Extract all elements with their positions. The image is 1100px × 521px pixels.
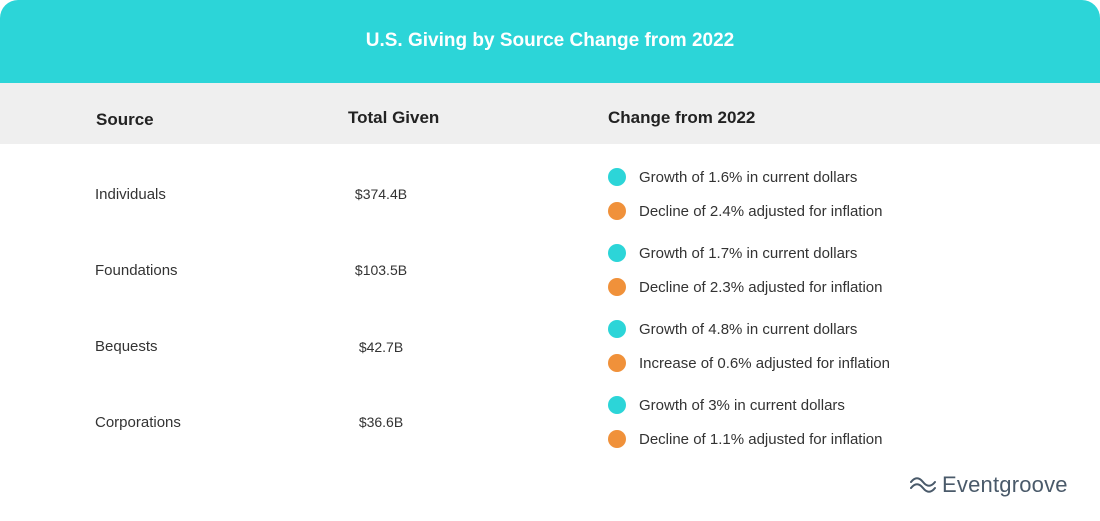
- table-row: Foundations $103.5B Growth of 1.7% in cu…: [0, 242, 1100, 318]
- inflation-dot-icon: [608, 430, 626, 448]
- column-header-change: Change from 2022: [608, 108, 756, 127]
- change-text: Growth of 4.8% in current dollars: [639, 320, 858, 338]
- change-item-inflation: Decline of 1.1% adjusted for inflation: [608, 430, 882, 448]
- total-cell: $374.4B: [354, 186, 408, 202]
- inflation-dot-icon: [608, 278, 626, 296]
- inflation-dot-icon: [608, 354, 626, 372]
- header-band: U.S. Giving by Source Change from 2022: [0, 0, 1100, 83]
- inflation-dot-icon: [608, 202, 626, 220]
- total-cell: $42.7B: [358, 339, 404, 355]
- change-text: Decline of 2.3% adjusted for inflation: [639, 278, 883, 296]
- source-cell: Corporations: [95, 414, 181, 431]
- growth-dot-icon: [608, 396, 626, 414]
- total-cell: $103.5B: [354, 262, 408, 278]
- change-text: Growth of 1.7% in current dollars: [639, 244, 858, 262]
- growth-dot-icon: [608, 168, 626, 186]
- source-cell: Foundations: [95, 262, 178, 279]
- change-item-growth: Growth of 3% in current dollars: [608, 396, 845, 414]
- change-item-growth: Growth of 1.6% in current dollars: [608, 168, 857, 186]
- column-header-row: Source Total Given Change from 2022: [0, 83, 1100, 144]
- table-row: Individuals $374.4B Growth of 1.6% in cu…: [0, 166, 1100, 242]
- change-item-inflation: Increase of 0.6% adjusted for inflation: [608, 354, 890, 372]
- source-cell: Bequests: [95, 338, 158, 355]
- change-text: Growth of 3% in current dollars: [639, 396, 845, 414]
- change-item-growth: Growth of 1.7% in current dollars: [608, 244, 857, 262]
- change-text: Increase of 0.6% adjusted for inflation: [639, 354, 890, 372]
- table-row: Corporations $36.6B Growth of 3% in curr…: [0, 394, 1100, 470]
- total-cell: $36.6B: [358, 414, 404, 430]
- growth-dot-icon: [608, 320, 626, 338]
- wave-logo-icon: [910, 477, 936, 493]
- column-header-total-given: Total Given: [348, 108, 440, 127]
- column-header-source: Source: [96, 110, 154, 129]
- change-item-growth: Growth of 4.8% in current dollars: [608, 320, 857, 338]
- source-cell: Individuals: [95, 186, 166, 203]
- change-item-inflation: Decline of 2.3% adjusted for inflation: [608, 278, 882, 296]
- change-text: Growth of 1.6% in current dollars: [639, 168, 858, 186]
- change-text: Decline of 2.4% adjusted for inflation: [639, 202, 883, 220]
- change-item-inflation: Decline of 2.4% adjusted for inflation: [608, 202, 882, 220]
- table-row: Bequests $42.7B Growth of 4.8% in curren…: [0, 318, 1100, 394]
- logo-text: Eventgroove: [942, 472, 1068, 497]
- page-title: U.S. Giving by Source Change from 2022: [365, 30, 735, 51]
- eventgroove-logo: Eventgroove: [910, 472, 1068, 498]
- growth-dot-icon: [608, 244, 626, 262]
- change-text: Decline of 1.1% adjusted for inflation: [639, 430, 883, 448]
